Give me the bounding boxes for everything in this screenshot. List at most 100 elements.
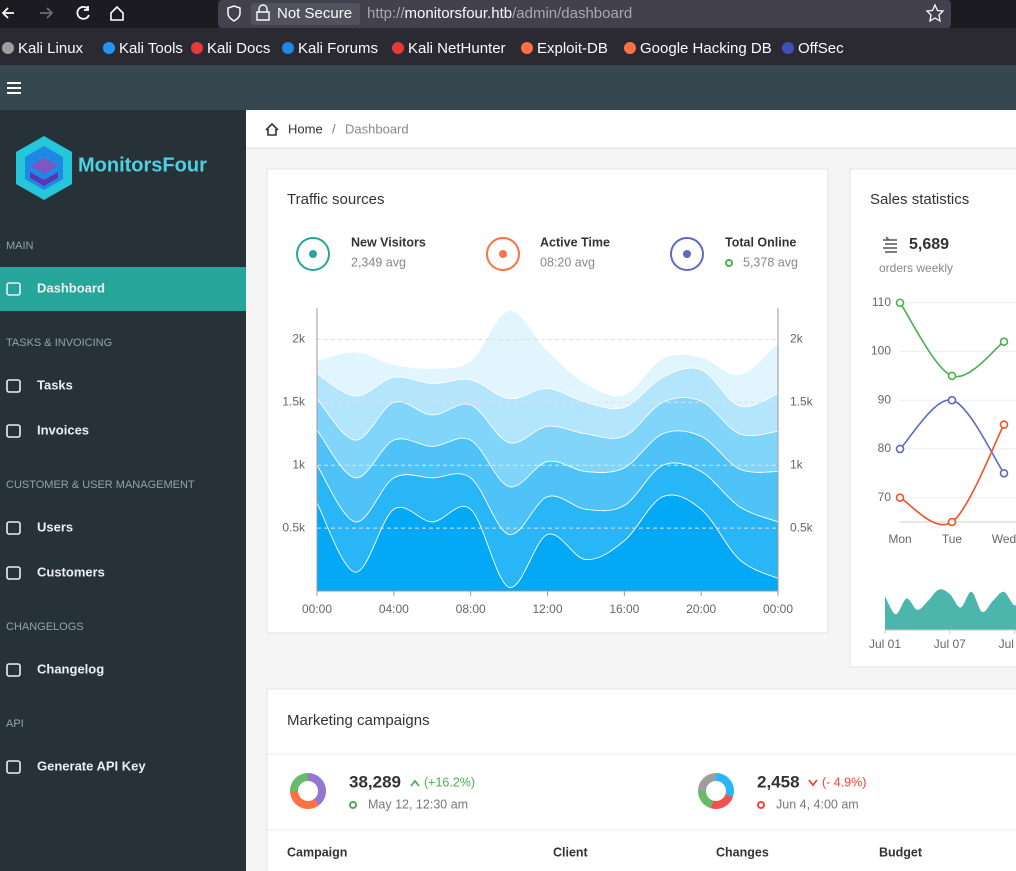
x-tick-label: 16:00	[609, 602, 639, 616]
bookmark-icon	[624, 42, 636, 54]
bookmark[interactable]: Kali Docs	[207, 40, 270, 57]
table-header: Budget	[879, 845, 923, 859]
stat-icon-dot	[499, 250, 507, 258]
section-title: MAIN	[6, 240, 34, 252]
stat-label: orders weekly	[879, 261, 953, 275]
menu-item[interactable]: Users	[37, 519, 73, 534]
x-tick-label: 04:00	[379, 602, 409, 616]
x-tick-label: 20:00	[686, 602, 716, 616]
bookmark-star[interactable]	[925, 3, 945, 23]
bookmark[interactable]: Kali Forums	[298, 40, 378, 57]
x-tick-label: 00:00	[302, 602, 332, 616]
stat-icon-dot	[683, 250, 691, 258]
y-tick-label: 0.5k	[282, 520, 306, 534]
url-bar[interactable]	[218, 0, 951, 28]
menu-item[interactable]: Changelog	[37, 661, 104, 676]
orders-icon	[883, 236, 897, 253]
brand-logo	[16, 136, 72, 200]
section-title: CUSTOMER & USER MANAGEMENT	[6, 479, 195, 491]
x-tick-label: 00:00	[763, 602, 793, 616]
url-scheme: http://	[367, 5, 405, 22]
donut-segment	[290, 790, 319, 809]
menu-item[interactable]: Customers	[37, 564, 105, 579]
bookmark-icon	[392, 42, 404, 54]
sales-content: 70 80 90 100 110 Mon Tue Wed Jul 01 Jul 07 Jul 13	[869, 295, 1016, 651]
y-tick-label: 2k	[292, 332, 306, 346]
menu-item[interactable]: Generate API Key	[37, 758, 146, 773]
campaign-change: (- 4.9%)	[822, 775, 866, 789]
donut-segment	[710, 793, 734, 809]
stat-value: 5,689	[909, 236, 949, 253]
bookmark[interactable]: Kali Linux	[18, 40, 84, 57]
stat-icon	[296, 237, 330, 271]
y-tick-label: 110	[872, 295, 891, 309]
bookmark[interactable]: Google Hacking DB	[640, 40, 772, 57]
marketing-content: 38,289 (+16.2%) May 12, 12:30 am 2,458 (- 4.…	[287, 772, 923, 859]
sidebar	[0, 110, 246, 871]
security-text: Not Secure	[277, 5, 352, 22]
menu-icon	[6, 566, 21, 580]
menu-toggle[interactable]	[7, 82, 21, 94]
home-button[interactable]	[110, 5, 124, 21]
stat-icon	[486, 237, 520, 271]
menu-item[interactable]: Dashboard	[37, 280, 105, 295]
menu-icon	[6, 379, 21, 393]
date-dot	[757, 801, 765, 809]
security-badge[interactable]	[251, 3, 360, 25]
y-tick-label: 80	[878, 441, 892, 455]
y-tick-label: 70	[878, 490, 892, 504]
home-icon	[265, 122, 279, 136]
x-tick-label: Jul 01	[869, 637, 901, 651]
bookmark[interactable]: Kali NetHunter	[408, 40, 506, 57]
sidebar-menu: MAIN Dashboard TASKS & INVOICING Tasks Invoi…	[0, 240, 246, 774]
brand-name[interactable]: MonitorsFour	[78, 154, 207, 176]
reload-button[interactable]	[76, 5, 90, 20]
area	[885, 589, 1016, 630]
breadcrumb-bar	[246, 110, 1016, 148]
menu-item[interactable]: Tasks	[37, 377, 73, 392]
point	[947, 517, 957, 527]
url-host: monitorsfour.htb	[405, 5, 513, 22]
breadcrumb-current: Dashboard	[345, 121, 409, 136]
bookmark[interactable]: Kali Tools	[119, 40, 183, 57]
lock-icon	[256, 4, 270, 21]
back-button[interactable]	[1, 7, 14, 19]
table-header: Client	[553, 845, 589, 859]
bookmark[interactable]: OffSec	[798, 40, 844, 57]
donut-segment	[715, 773, 734, 797]
y2-tick-label: 0.5k	[790, 520, 814, 534]
forward-button	[40, 7, 54, 19]
bookmarks: Kali Linux Kali Tools Kali Docs Kali Forums…	[2, 40, 844, 57]
point	[947, 371, 957, 381]
stat-icon	[670, 237, 704, 271]
bookmarks-bar	[0, 28, 1016, 65]
y2-tick-label: 1.5k	[790, 395, 814, 409]
point	[999, 468, 1009, 478]
x-tick-label: Jul 13	[999, 637, 1016, 651]
stat-icon-dot	[309, 250, 317, 258]
bookmark[interactable]: Exploit-DB	[537, 40, 608, 57]
point	[895, 444, 905, 454]
menu-icon	[6, 760, 21, 774]
breadcrumb-home[interactable]: Home	[288, 121, 323, 136]
menu-item[interactable]: Invoices	[37, 422, 89, 437]
donut-segment	[698, 790, 714, 809]
point	[999, 420, 1009, 429]
section-title: TASKS & INVOICING	[6, 337, 112, 349]
y-tick-label: 100	[871, 344, 891, 358]
y2-tick-label: 2k	[790, 332, 804, 346]
menu-icon	[6, 521, 21, 535]
y2-tick-label: 1k	[790, 457, 804, 471]
donut-segment	[307, 773, 326, 806]
date-dot	[349, 801, 357, 809]
section-title: CHANGELOGS	[6, 621, 84, 633]
traffic-content: New Visitors 2,349 avg Active Time 08:20 av…	[282, 235, 813, 616]
section-title: API	[6, 718, 24, 730]
bookmark-icon	[282, 42, 294, 54]
bookmark-icon	[782, 42, 794, 54]
stat-label: Active Time	[540, 235, 610, 249]
y-tick-label: 90	[878, 392, 892, 406]
campaign-value: 2,458	[757, 772, 800, 791]
